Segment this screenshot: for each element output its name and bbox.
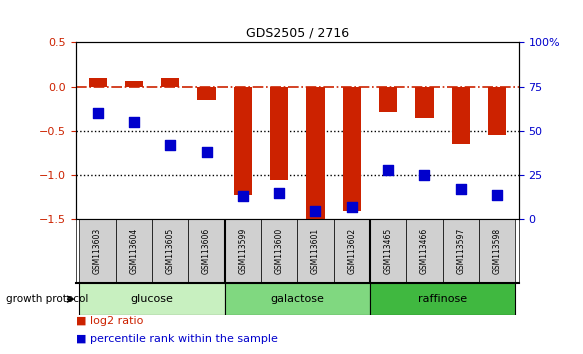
Text: GSM113602: GSM113602 xyxy=(347,228,356,274)
Point xyxy=(384,167,393,173)
Text: galactose: galactose xyxy=(271,294,324,304)
Bar xyxy=(79,219,116,283)
Text: growth protocol: growth protocol xyxy=(6,294,88,304)
Text: GSM113597: GSM113597 xyxy=(456,228,465,274)
Point xyxy=(311,208,320,213)
Bar xyxy=(79,283,224,315)
Bar xyxy=(370,219,406,283)
Text: GSM113465: GSM113465 xyxy=(384,228,392,274)
Bar xyxy=(479,219,515,283)
Text: raffinose: raffinose xyxy=(418,294,467,304)
Point xyxy=(93,110,102,116)
Point xyxy=(202,149,211,155)
Bar xyxy=(270,87,288,180)
Point xyxy=(129,119,139,125)
Bar xyxy=(198,87,216,100)
Point xyxy=(493,192,502,198)
Bar xyxy=(343,87,361,211)
Point xyxy=(456,187,465,192)
Text: GSM113603: GSM113603 xyxy=(93,228,102,274)
Bar xyxy=(234,87,252,195)
Bar xyxy=(370,283,515,315)
Bar xyxy=(379,87,397,112)
Bar xyxy=(488,87,506,136)
Point xyxy=(420,172,429,178)
Point xyxy=(166,142,175,148)
Bar xyxy=(116,219,152,283)
Bar xyxy=(307,87,325,224)
Bar xyxy=(161,78,180,87)
Bar xyxy=(152,219,188,283)
Text: ■ percentile rank within the sample: ■ percentile rank within the sample xyxy=(76,333,278,344)
Text: ■ log2 ratio: ■ log2 ratio xyxy=(76,316,143,326)
Text: GSM113601: GSM113601 xyxy=(311,228,320,274)
Text: GSM113466: GSM113466 xyxy=(420,228,429,274)
Bar xyxy=(452,87,470,144)
Bar xyxy=(297,219,333,283)
Point xyxy=(238,194,248,199)
Point xyxy=(347,204,356,210)
Text: GSM113600: GSM113600 xyxy=(275,228,284,274)
Title: GDS2505 / 2716: GDS2505 / 2716 xyxy=(246,27,349,40)
Text: GSM113606: GSM113606 xyxy=(202,228,211,274)
Bar xyxy=(188,219,224,283)
Bar xyxy=(406,219,442,283)
Bar xyxy=(415,87,434,118)
Text: GSM113604: GSM113604 xyxy=(129,228,138,274)
Bar xyxy=(333,219,370,283)
Text: GSM113605: GSM113605 xyxy=(166,228,175,274)
Text: glucose: glucose xyxy=(131,294,174,304)
Text: GSM113599: GSM113599 xyxy=(238,228,247,274)
Bar xyxy=(261,219,297,283)
Point xyxy=(275,190,284,196)
Bar xyxy=(224,219,261,283)
Bar xyxy=(89,78,107,87)
Bar xyxy=(224,283,370,315)
Bar xyxy=(125,81,143,87)
Bar xyxy=(442,219,479,283)
Text: GSM113598: GSM113598 xyxy=(493,228,501,274)
